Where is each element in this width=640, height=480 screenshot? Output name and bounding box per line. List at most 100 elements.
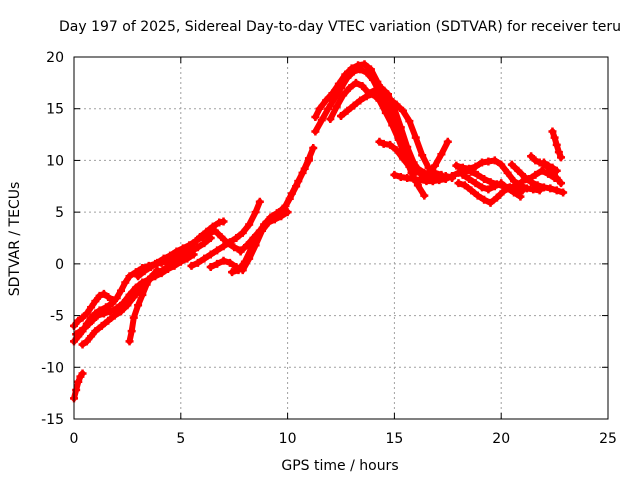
data-point <box>219 242 228 251</box>
data-point <box>518 177 527 186</box>
data-point <box>89 315 98 324</box>
data-point <box>142 280 151 289</box>
data-point <box>213 259 222 268</box>
data-point <box>394 135 403 144</box>
data-point <box>510 188 519 197</box>
y-tick-label: -5 <box>50 309 64 325</box>
data-point <box>339 91 348 100</box>
data-point <box>255 197 264 206</box>
data-point <box>196 232 205 241</box>
data-point <box>200 239 209 248</box>
data-point <box>238 228 247 237</box>
data-point <box>533 181 542 190</box>
data-point <box>548 127 557 136</box>
data-point <box>358 81 367 90</box>
data-point <box>82 337 91 346</box>
chart-title: Day 197 of 2025, Sidereal Day-to-day VTE… <box>59 19 621 35</box>
data-point <box>74 316 83 325</box>
data-point <box>471 162 480 171</box>
data-point <box>337 111 345 120</box>
data-point <box>480 175 489 184</box>
data-point <box>95 291 104 300</box>
data-point <box>392 146 401 155</box>
data-point <box>243 241 252 250</box>
data-point <box>78 369 87 378</box>
data-point <box>230 243 239 252</box>
data-point <box>72 330 81 339</box>
data-point <box>104 292 113 301</box>
data-point <box>383 90 392 99</box>
data-point <box>405 117 414 126</box>
data-point <box>398 154 407 163</box>
data-point <box>324 104 333 113</box>
data-point <box>129 313 138 322</box>
x-tick-label: 15 <box>385 431 403 447</box>
data-point <box>356 65 365 74</box>
data-point <box>206 262 215 271</box>
data-point <box>110 311 119 320</box>
data-point <box>552 186 561 195</box>
data-point <box>304 156 313 165</box>
data-point <box>512 182 521 191</box>
data-point <box>74 377 83 386</box>
data-point <box>326 115 335 124</box>
data-point <box>255 226 264 235</box>
series-arc-12 <box>236 156 313 256</box>
data-point <box>492 193 501 202</box>
series-arc-26 <box>527 152 561 175</box>
data-point <box>527 152 536 161</box>
series-arc-22 <box>507 160 568 197</box>
data-point <box>317 116 326 125</box>
y-axis-label: SDTVAR / TECUs <box>7 182 23 297</box>
data-point <box>311 127 320 136</box>
data-point <box>503 184 512 193</box>
y-tick-labels: -15 -10 -5 0 5 10 15 20 <box>41 50 64 428</box>
data-point <box>93 311 102 320</box>
series-arc-15 <box>326 78 457 186</box>
data-point <box>424 168 433 177</box>
data-point <box>153 266 162 275</box>
data-point <box>315 104 324 113</box>
x-tick-labels: 0 5 10 15 20 25 <box>70 431 617 447</box>
data-point <box>507 160 516 169</box>
series-line <box>229 145 317 276</box>
data-point <box>362 92 371 101</box>
data-point <box>490 182 499 191</box>
data-point <box>78 340 87 349</box>
data-point <box>497 179 506 188</box>
data-point <box>386 140 395 149</box>
series-line <box>459 171 524 200</box>
data-point <box>552 140 561 149</box>
y-tick-label: -15 <box>41 412 64 428</box>
y-tick-label: 10 <box>46 153 64 169</box>
data-point <box>557 179 566 188</box>
data-point <box>356 96 365 105</box>
data-point <box>91 327 100 336</box>
data-point <box>480 195 489 204</box>
data-point <box>309 144 318 153</box>
data-point <box>213 246 222 255</box>
data-point <box>405 162 414 171</box>
data-point <box>460 181 469 190</box>
data-point <box>97 321 106 330</box>
data-point <box>146 273 155 282</box>
data-point <box>548 163 557 172</box>
x-tick-label: 20 <box>492 431 510 447</box>
data-point <box>193 243 202 252</box>
data-point <box>240 257 249 266</box>
y-tick-label: 20 <box>46 50 64 66</box>
tick-marks <box>73 56 609 420</box>
data-point <box>116 307 125 316</box>
data-point <box>140 267 149 276</box>
data-point <box>388 121 397 130</box>
data-point <box>471 179 480 188</box>
data-point <box>202 227 211 236</box>
series-arc-17 <box>375 137 452 178</box>
data-point <box>108 296 117 305</box>
data-point <box>232 234 241 242</box>
data-point <box>217 232 226 241</box>
data-point <box>228 268 237 277</box>
data-point <box>125 272 134 281</box>
data-point <box>409 158 418 167</box>
data-point <box>123 301 132 310</box>
